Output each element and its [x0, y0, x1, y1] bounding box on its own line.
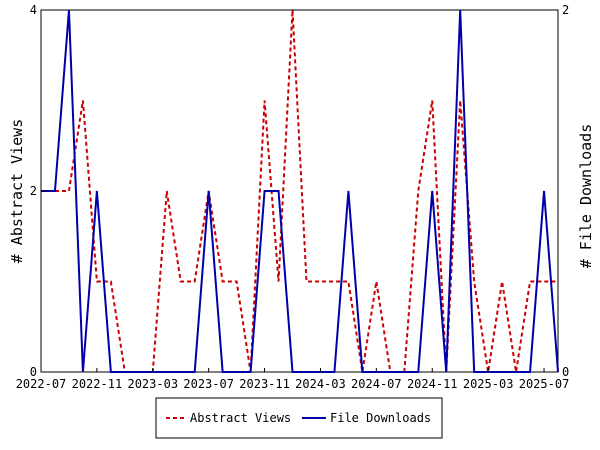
series-layer [41, 9, 559, 373]
legend: Abstract Views File Downloads [155, 397, 443, 439]
y-tick-label-left: 4 [30, 3, 37, 17]
y-axis-title-left: # Abstract Views [8, 119, 26, 264]
x-tick-label: 2024-07 [351, 377, 402, 391]
x-tick-label: 2025-03 [463, 377, 514, 391]
legend-label-abstract-views: Abstract Views [190, 411, 291, 425]
x-tick-label: 2023-11 [239, 377, 290, 391]
x-tick-label: 2024-03 [295, 377, 346, 391]
x-tick-label: 2025-07 [519, 377, 570, 391]
series-line-file-downloads [41, 9, 559, 373]
x-tick-label: 2022-11 [72, 377, 123, 391]
legend-box [155, 397, 443, 439]
plot-area-frame [40, 9, 559, 373]
y-axis-title-right: # File Downloads [577, 124, 595, 269]
y-tick-label-right: 0 [562, 365, 569, 379]
ticks-layer: 2022-07 2022-11 2023-03 2023-07 2023-11 2024-… [16, 3, 570, 391]
x-tick-label: 2023-07 [183, 377, 234, 391]
x-tick-label: 2023-03 [127, 377, 178, 391]
legend-label-file-downloads: File Downloads [330, 411, 431, 425]
y-tick-label-left: 2 [30, 184, 37, 198]
x-tick-label: 2024-11 [407, 377, 458, 391]
y-tick-label-right: 2 [562, 3, 569, 17]
x-tick-label: 2022-07 [16, 377, 67, 391]
y-tick-label-left: 0 [30, 365, 37, 379]
series-line-abstract-views [41, 9, 558, 373]
